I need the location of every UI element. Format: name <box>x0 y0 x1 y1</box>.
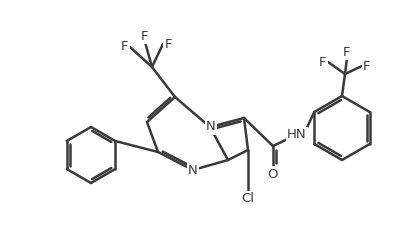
Text: F: F <box>141 30 149 43</box>
Text: Cl: Cl <box>242 192 255 205</box>
Text: N: N <box>206 120 216 134</box>
Text: F: F <box>164 38 172 51</box>
Text: O: O <box>268 168 278 180</box>
Text: F: F <box>319 56 327 68</box>
Text: F: F <box>121 40 129 54</box>
Text: F: F <box>363 60 371 72</box>
Text: F: F <box>343 46 351 59</box>
Text: N: N <box>188 164 198 176</box>
Text: HN: HN <box>287 128 307 141</box>
